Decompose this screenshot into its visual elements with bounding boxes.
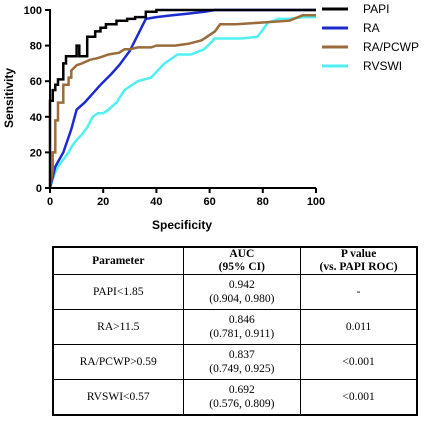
cell-auc: 0.846 (0.781, 0.911) xyxy=(182,308,302,345)
cell-parameter: RA/PCWP>0.59 xyxy=(52,343,184,380)
legend-label-papi: PAPI xyxy=(363,2,389,16)
x-tick-label: 80 xyxy=(257,196,269,208)
y-tick-label: 80 xyxy=(30,41,42,53)
cell-pvalue: 0.011 xyxy=(300,308,418,345)
header-pvalue-label: P value xyxy=(340,248,377,260)
axes xyxy=(49,9,316,189)
header-pvalue: P value (vs. PAPI ROC) xyxy=(300,246,418,275)
auc-value: 0.692 xyxy=(228,383,255,396)
cell-parameter: RVSWI<0.57 xyxy=(52,378,184,416)
series-line-papi xyxy=(48,8,316,188)
header-auc-sublabel: (95% CI) xyxy=(218,261,265,273)
cell-pvalue: <0.001 xyxy=(300,378,418,416)
series-line-rvswi xyxy=(48,15,316,189)
header-auc-label: AUC xyxy=(229,248,255,260)
header-parameter-label: Parameter xyxy=(92,254,145,267)
table-row: RVSWI<0.57 0.692 (0.576, 0.809) <0.001 xyxy=(52,378,418,416)
y-axis-title: Sensitivity xyxy=(2,68,16,128)
auc-value: 0.837 xyxy=(228,348,255,361)
header-auc: AUC (95% CI) xyxy=(182,246,302,275)
auc-ci: (0.749, 0.925) xyxy=(209,362,275,375)
x-tick-label: 60 xyxy=(203,196,215,208)
auc-value: 0.846 xyxy=(228,313,255,326)
cell-pvalue: <0.001 xyxy=(300,343,418,380)
auc-table: Parameter AUC (95% CI) P value (vs. PAPI… xyxy=(52,246,418,416)
x-tick-label: 20 xyxy=(97,196,109,208)
plot-lines xyxy=(48,8,316,189)
x-tick-label: 40 xyxy=(150,196,162,208)
series-line-ra xyxy=(48,8,316,189)
auc-ci: (0.576, 0.809) xyxy=(209,397,275,410)
cell-auc: 0.837 (0.749, 0.925) xyxy=(182,343,302,380)
y-tick-label: 20 xyxy=(30,147,42,159)
auc-ci: (0.781, 0.911) xyxy=(209,327,275,340)
table-header-row: Parameter AUC (95% CI) P value (vs. PAPI… xyxy=(52,246,418,275)
header-parameter: Parameter xyxy=(52,246,184,275)
cell-auc: 0.942 (0.904, 0.980) xyxy=(182,274,302,310)
x-tick-label: 100 xyxy=(307,196,325,208)
y-tick-label: 60 xyxy=(30,76,42,88)
cell-pvalue: - xyxy=(300,274,418,310)
cell-parameter: RA>11.5 xyxy=(52,308,184,345)
y-ticks: 0 20 40 60 80 100 xyxy=(24,5,50,195)
legend-label-ra: RA xyxy=(363,21,380,35)
table-row: PAPI<1.85 0.942 (0.904, 0.980) - xyxy=(52,274,418,310)
y-tick-label: 100 xyxy=(24,5,42,17)
header-pvalue-sublabel: (vs. PAPI ROC) xyxy=(319,261,398,273)
roc-chart: 0 20 40 60 80 100 0 20 40 60 80 100 Sensitivity Sp… xyxy=(2,2,419,232)
y-tick-label: 0 xyxy=(36,183,42,195)
table-row: RA>11.5 0.846 (0.781, 0.911) 0.011 xyxy=(52,308,418,345)
table-row: RA/PCWP>0.59 0.837 (0.749, 0.925) <0.001 xyxy=(52,343,418,380)
series-line-ra-pcwp xyxy=(48,14,316,189)
y-tick-label: 40 xyxy=(30,112,42,124)
auc-value: 0.942 xyxy=(228,278,255,291)
x-ticks: 0 20 40 60 80 100 xyxy=(47,188,325,208)
auc-ci: (0.904, 0.980) xyxy=(209,292,275,305)
x-tick-label: 0 xyxy=(47,196,53,208)
cell-parameter: PAPI<1.85 xyxy=(52,274,184,310)
legend-label-ra-pcwp: RA/PCWP xyxy=(363,40,419,54)
x-axis-title: Specificity xyxy=(152,218,212,232)
legend: PAPI RA RA/PCWP RVSWI xyxy=(322,2,419,73)
cell-auc: 0.692 (0.576, 0.809) xyxy=(182,378,302,416)
legend-label-rvswi: RVSWI xyxy=(363,59,402,73)
